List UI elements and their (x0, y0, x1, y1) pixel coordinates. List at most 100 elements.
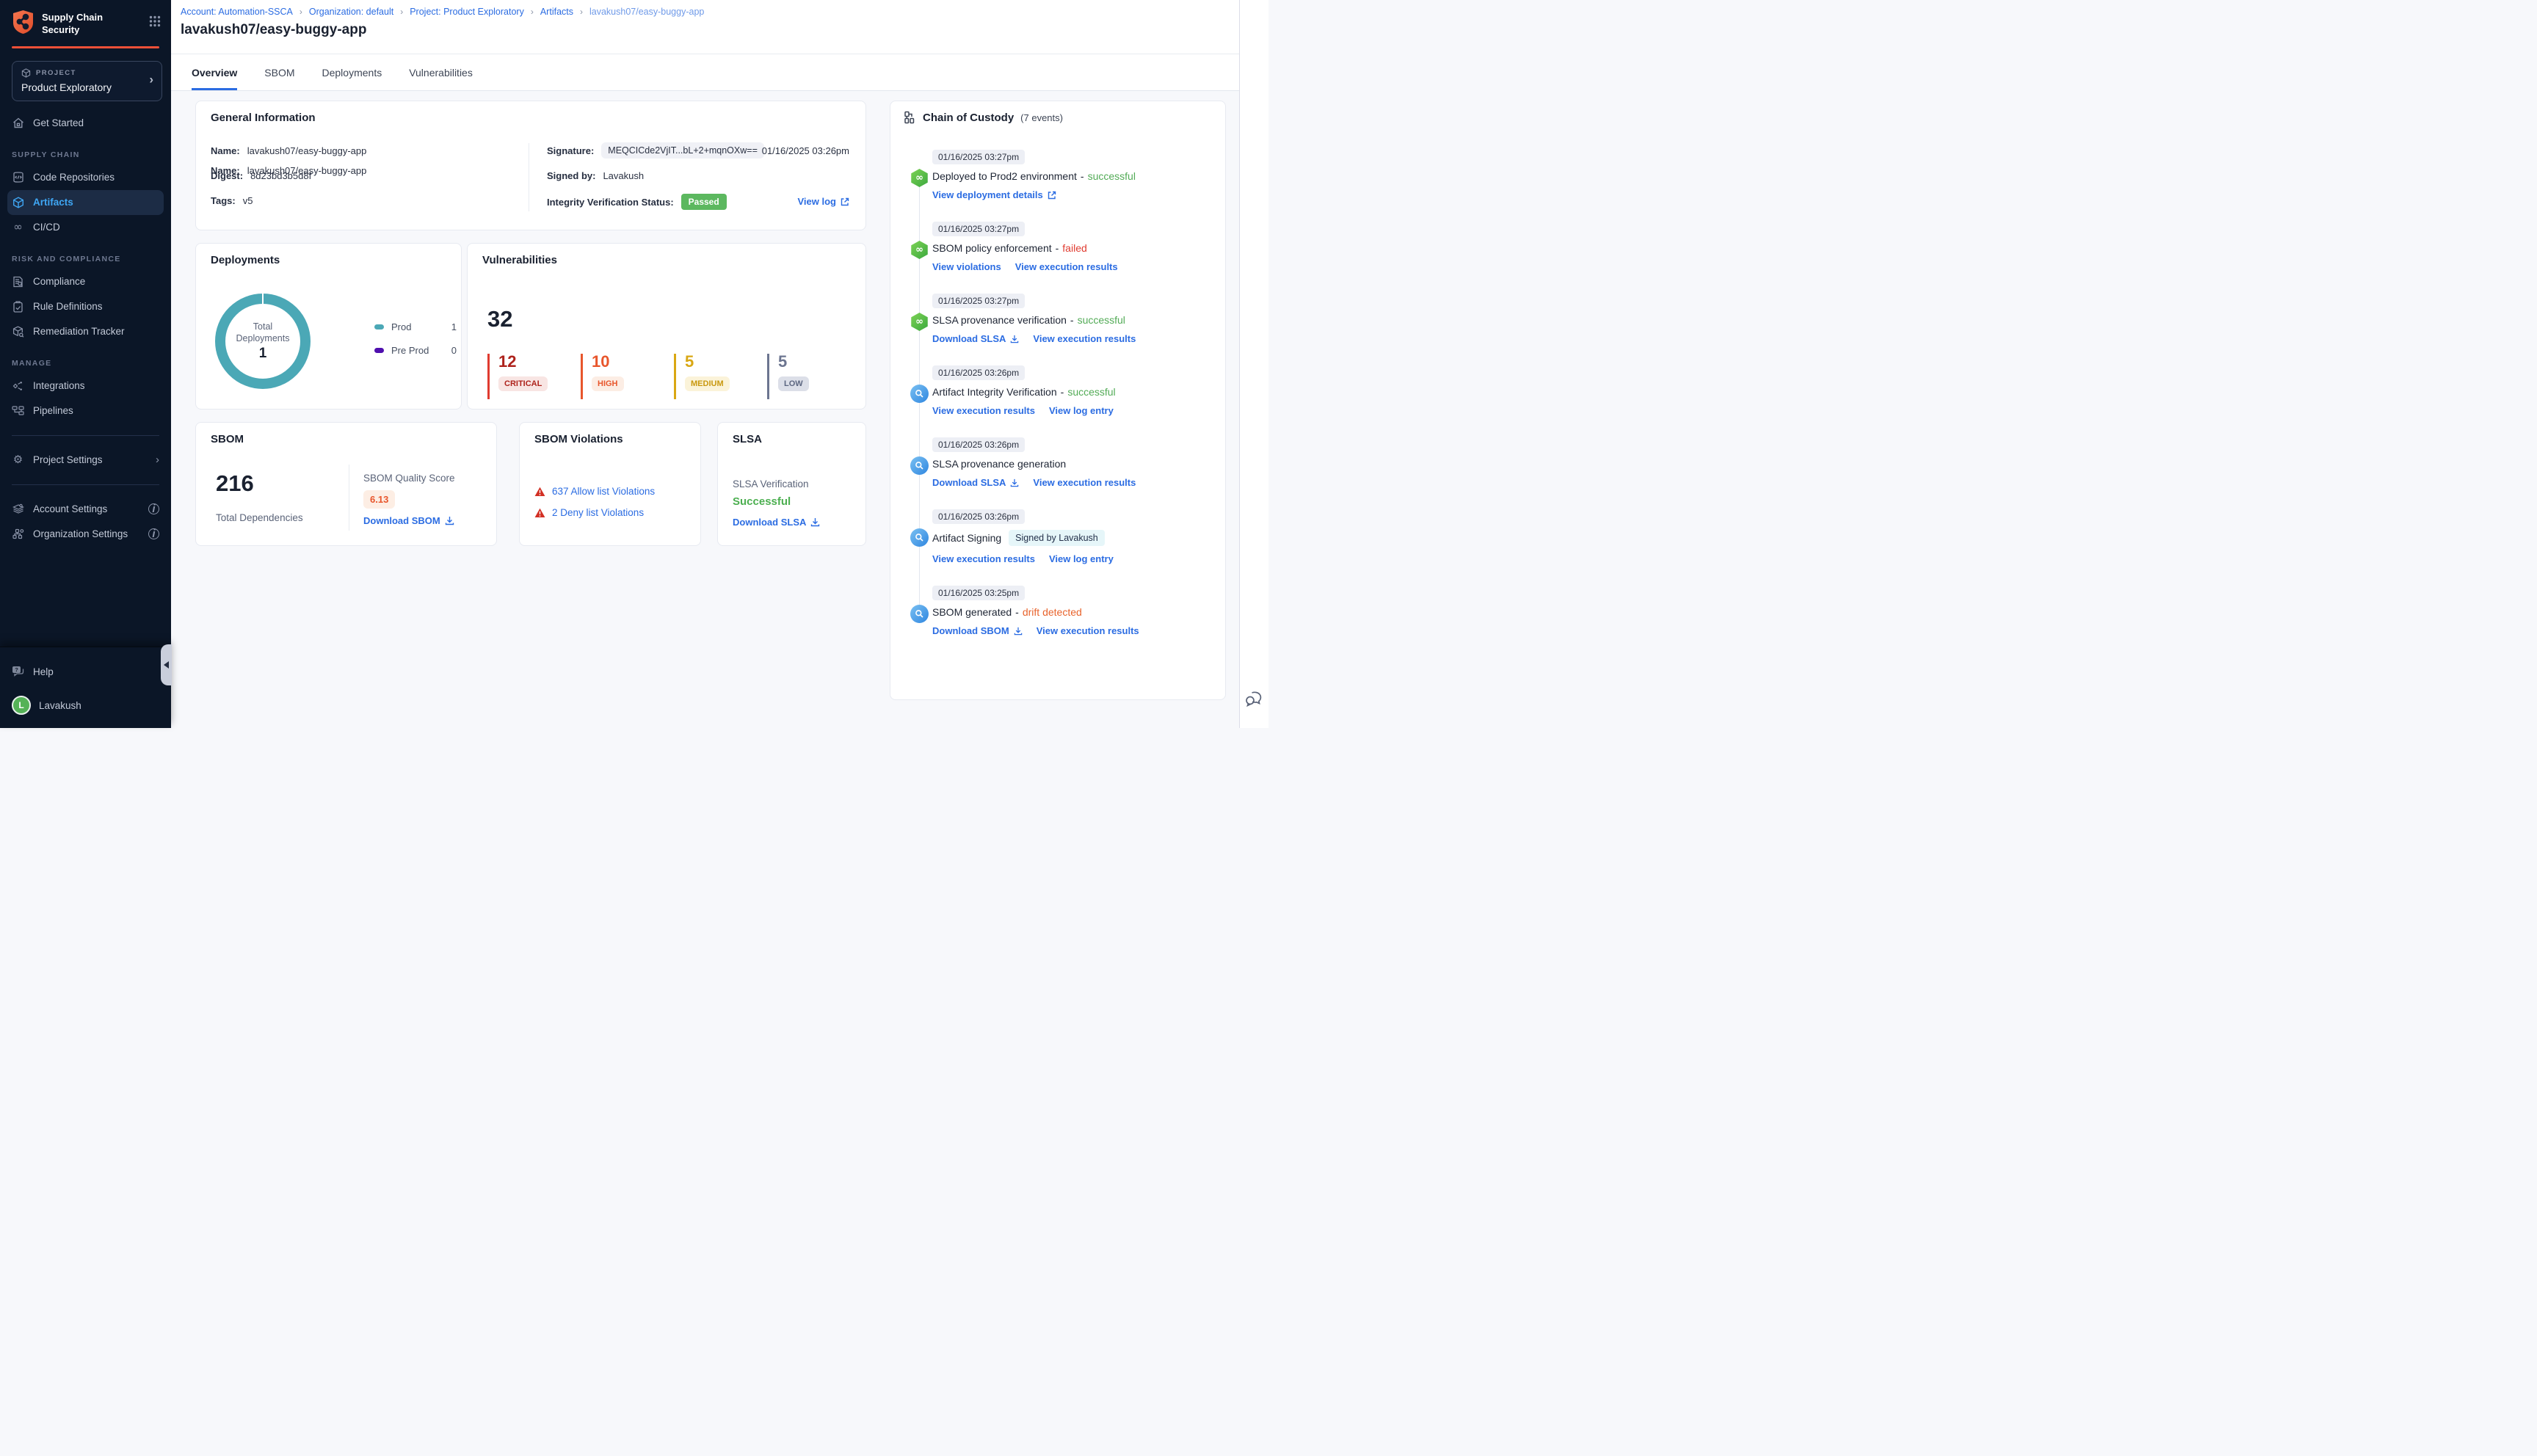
card-title: SBOM (211, 433, 244, 445)
card-title: General Information (211, 112, 316, 124)
info-icon[interactable]: i (148, 528, 159, 540)
event-timestamp: 01/16/2025 03:26pm (932, 437, 1026, 452)
sidebar-item-help[interactable]: ? Help (0, 659, 171, 684)
vulnerabilities-total: 32 (487, 306, 513, 332)
event-status: successful (1067, 386, 1116, 398)
sidebar-collapse-handle[interactable] (161, 644, 172, 685)
grid-apps-icon[interactable] (149, 15, 161, 27)
legend-dot-pre-prod (374, 348, 384, 353)
digest-value: 8d23bd3b5d8f (250, 170, 312, 181)
download-sbom-link[interactable]: Download SBOM (932, 625, 1023, 636)
shield-network-icon (12, 10, 35, 34)
sidebar-item-rule-definitions[interactable]: Rule Definitions (0, 294, 171, 319)
download-icon (1010, 478, 1019, 487)
breadcrumb-organization[interactable]: Organization: default (308, 7, 394, 17)
tab-deployments[interactable]: Deployments (322, 66, 382, 79)
sidebar-item-project-settings[interactable]: ⚙ Project Settings › (12, 453, 159, 467)
card-title: Deployments (211, 254, 280, 266)
sbom-total-dependencies: 216 (216, 470, 254, 496)
chain-of-custody-header: Chain of Custody (7 events) (904, 111, 1063, 124)
pipelines-icon (12, 406, 24, 415)
artifact-cube-icon (12, 197, 24, 208)
sidebar-item-organization-settings[interactable]: Organization Settings i (0, 522, 171, 547)
scan-circle-icon (910, 385, 929, 403)
view-execution-results-link[interactable]: View execution results (1036, 625, 1139, 636)
sidebar-item-remediation-tracker[interactable]: Remediation Tracker (0, 319, 171, 344)
sidebar-item-cicd[interactable]: ∞ CI/CD (0, 215, 171, 240)
view-execution-results-link[interactable]: View execution results (1033, 477, 1136, 488)
sidebar-item-account-settings[interactable]: Account Settings i (0, 497, 171, 522)
deployments-card: Deployments Total Deployments 1 Prod 1 P… (195, 243, 462, 410)
document-search-icon (12, 276, 24, 288)
view-execution-results-link[interactable]: View execution results (1015, 261, 1118, 272)
download-icon (445, 516, 454, 525)
sidebar-nav: Get Started SUPPLY CHAIN Code Repositori… (0, 111, 171, 547)
view-violations-link[interactable]: View violations (932, 261, 1001, 272)
warning-triangle-icon (534, 487, 545, 497)
digest-label: Digest: (211, 170, 244, 181)
view-execution-results-link[interactable]: View execution results (1033, 333, 1136, 344)
main-content: Account: Automation-SSCA › Organization:… (171, 0, 1268, 728)
breadcrumb-account[interactable]: Account: Automation-SSCA (181, 7, 293, 17)
severity-high: 10 HIGH (581, 354, 658, 399)
slsa-verification-label: SLSA Verification (733, 478, 809, 489)
event-timestamp: 01/16/2025 03:27pm (932, 294, 1026, 308)
breadcrumb-separator: › (299, 7, 302, 17)
legend-item-prod: Prod 1 (374, 321, 457, 332)
view-log-entry-link[interactable]: View log entry (1048, 405, 1114, 416)
vulnerabilities-card: Vulnerabilities 32 12 CRITICAL 10 HIGH 5… (467, 243, 866, 410)
signature-timestamp: 01/16/2025 03:26pm (761, 145, 849, 156)
tab-vulnerabilities[interactable]: Vulnerabilities (409, 66, 473, 79)
breadcrumb-separator: › (400, 7, 404, 17)
tab-bar: Overview SBOM Deployments Vulnerabilitie… (171, 54, 1268, 91)
view-execution-results-link[interactable]: View execution results (932, 553, 1035, 564)
download-slsa-link[interactable]: Download SLSA (733, 517, 820, 528)
chain-events-count: (7 events) (1020, 112, 1063, 123)
project-selector[interactable]: PROJECT Product Exploratory › (12, 60, 162, 101)
user-name: Lavakush (39, 699, 81, 711)
legend-item-pre-prod: Pre Prod 0 (374, 345, 457, 356)
donut-segment-gap (262, 294, 264, 304)
sidebar-item-get-started[interactable]: Get Started (0, 111, 171, 136)
tab-sbom[interactable]: SBOM (264, 66, 295, 79)
feedback-chat-icon[interactable] (1244, 690, 1263, 707)
breadcrumb-artifacts[interactable]: Artifacts (540, 7, 573, 17)
user-menu[interactable]: L Lavakush (0, 684, 171, 716)
deny-list-violations-link[interactable]: 2 Deny list Violations (552, 507, 645, 518)
view-deployment-details-link[interactable]: View deployment details (932, 189, 1056, 200)
deployments-legend: Prod 1 Pre Prod 0 (374, 321, 457, 368)
view-log-link[interactable]: View log (798, 196, 850, 207)
sidebar-item-artifacts[interactable]: Artifacts (7, 189, 164, 215)
breadcrumb-separator: › (580, 7, 583, 17)
view-log-entry-link[interactable]: View log entry (1048, 553, 1114, 564)
sidebar-item-integrations[interactable]: Integrations (0, 374, 171, 398)
help-chat-icon: ? (12, 666, 24, 677)
download-slsa-link[interactable]: Download SLSA (932, 333, 1019, 344)
integrations-share-icon (12, 381, 24, 391)
avatar: L (12, 696, 31, 715)
sidebar-item-code-repositories[interactable]: Code Repositories (0, 165, 171, 190)
breadcrumb-current: lavakush07/easy-buggy-app (589, 7, 705, 17)
download-sbom-link[interactable]: Download SBOM (363, 515, 454, 526)
sbom-card: SBOM 216 Total Dependencies SBOM Quality… (195, 422, 497, 546)
chain-event-sbom-policy: ∞ 01/16/2025 03:27pm SBOM policy enforce… (905, 222, 1215, 272)
breadcrumb-project[interactable]: Project: Product Exploratory (410, 7, 524, 17)
chain-event-deployed: ∞ 01/16/2025 03:27pm Deployed to Prod2 e… (905, 150, 1215, 200)
org-chart-gear-icon (12, 528, 24, 539)
event-timestamp: 01/16/2025 03:27pm (932, 222, 1026, 236)
deployments-donut-chart: Total Deployments 1 (215, 294, 311, 389)
scan-circle-icon (910, 528, 929, 547)
module-accent-divider (12, 46, 159, 48)
layers-gear-icon (12, 503, 24, 514)
allow-list-violations-link[interactable]: 637 Allow list Violations (552, 486, 656, 497)
sidebar: Supply Chain Security PROJECT Product Ex… (0, 0, 171, 728)
sidebar-item-compliance[interactable]: Compliance (0, 269, 171, 294)
chain-of-custody-panel: Chain of Custody (7 events) ∞ 01/16/2025… (890, 101, 1226, 700)
info-icon[interactable]: i (148, 503, 159, 515)
download-slsa-link[interactable]: Download SLSA (932, 477, 1019, 488)
view-execution-results-link[interactable]: View execution results (932, 405, 1035, 416)
tab-overview[interactable]: Overview (192, 54, 238, 90)
sidebar-bottom: ? Help L Lavakush (0, 647, 171, 728)
breadcrumb: Account: Automation-SSCA › Organization:… (181, 7, 1268, 17)
sidebar-item-pipelines[interactable]: Pipelines (0, 398, 171, 423)
